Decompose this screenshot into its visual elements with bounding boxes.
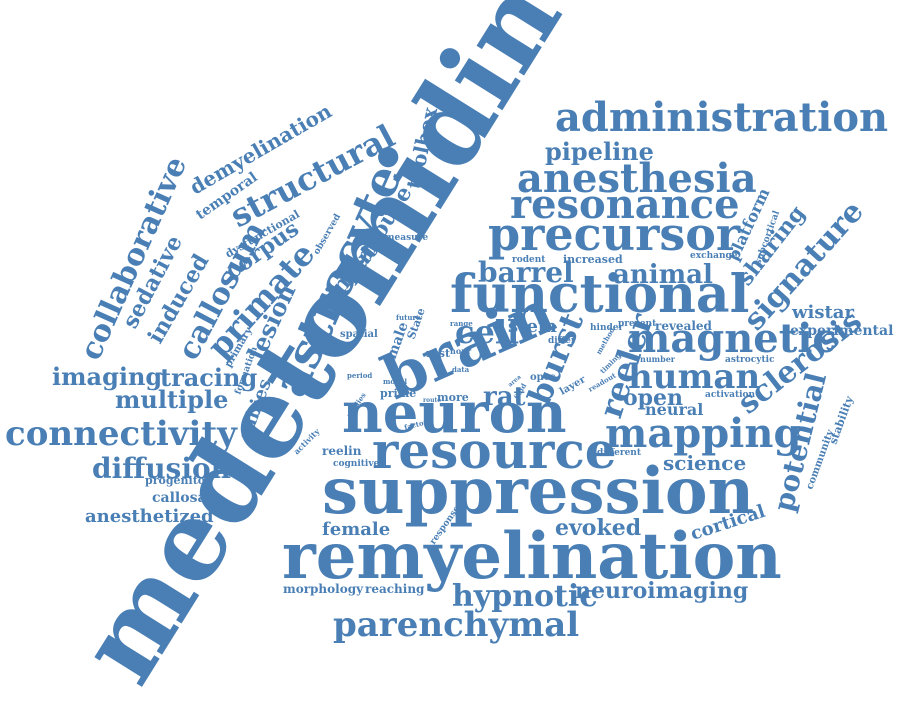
word-parenchymal: parenchymal [333, 605, 579, 645]
word-animal: animal [613, 260, 713, 290]
word-period: period [347, 371, 372, 380]
word-connectivity: connectivity [5, 414, 238, 454]
word-hour: hour [450, 346, 472, 356]
word-rat: rat [483, 382, 526, 412]
word-exchange: exchange [690, 251, 738, 261]
word-neuroimaging: neuroimaging [575, 578, 748, 604]
word-opcs: opcs [530, 372, 556, 383]
word-wistar: wistar [791, 302, 854, 323]
word-multiple: multiple [115, 385, 228, 414]
word-mapping: mapping [605, 410, 801, 457]
word-revealed: revealed [655, 319, 713, 333]
word-astrocytic: astrocytic [725, 355, 775, 365]
word-stem: stem [508, 316, 557, 337]
word-different: different [597, 448, 642, 458]
word-evoked: evoked [555, 515, 641, 541]
word-neural: neural [645, 400, 703, 419]
word-imaging: imaging [52, 362, 162, 391]
word-present: present [618, 319, 657, 329]
word-female: female [322, 519, 390, 540]
word-suppression: suppression [322, 454, 754, 529]
word-measure: measure [385, 233, 428, 243]
word-barrel: barrel [478, 256, 574, 289]
word-callosal: callosal [152, 490, 212, 506]
word-anesthetized: anesthetized [85, 506, 214, 527]
word-cell: cell [455, 313, 519, 351]
word-range: range [450, 319, 473, 328]
word-cognitive: cognitive [333, 459, 380, 469]
word-tracing: tracing [160, 363, 257, 392]
word-functional: functional [450, 264, 749, 325]
word-differ: differ [548, 336, 576, 346]
word-spatial: spatial [340, 329, 378, 340]
word-remyelination: remyelination [282, 519, 782, 594]
word-progenitor: progenitor [145, 474, 211, 487]
word-increased: increased [563, 253, 623, 266]
word-open: open [623, 385, 683, 411]
word-number: number [640, 354, 676, 364]
word-reelin: reelin [322, 444, 362, 458]
word-route: route [423, 397, 441, 404]
word-model: model [383, 377, 407, 386]
word-magnetic: magnetic [628, 315, 837, 362]
word-precursor: precursor [488, 207, 741, 261]
word-morphology: morphology [283, 582, 364, 596]
word-stability: stability [827, 394, 857, 446]
word-rest: rest [426, 347, 451, 360]
word-diffusion: diffusion [92, 452, 231, 485]
word-activation: activation [705, 390, 756, 400]
word-data: data [452, 365, 470, 374]
word-more: more [437, 391, 469, 404]
word-experimental: experimental [790, 323, 893, 339]
word-resonance: resonance [510, 181, 740, 228]
word-administration: administration [555, 94, 888, 141]
word-neuron: neuron [342, 380, 567, 446]
word-hypnotic: hypnotic [452, 579, 598, 614]
word-reaching: reaching [365, 582, 425, 596]
word-pipeline: pipeline [545, 137, 654, 166]
word-future: future [396, 313, 421, 322]
word-prime: prime [380, 387, 416, 400]
word-resource: resource [372, 421, 617, 480]
word-hinder: hinder [590, 323, 624, 333]
word-human: human [628, 357, 760, 397]
word-anesthesia: anesthesia [517, 155, 757, 202]
word-science: science [663, 451, 746, 475]
word-rodent: rodent [512, 255, 546, 265]
